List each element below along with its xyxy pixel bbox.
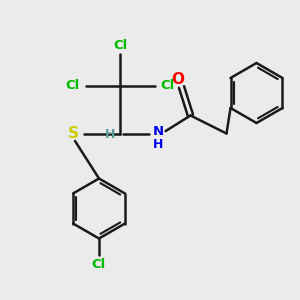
Text: Cl: Cl: [113, 39, 127, 52]
Text: Cl: Cl: [66, 79, 80, 92]
Text: S: S: [68, 126, 79, 141]
Text: N: N: [153, 124, 164, 138]
Text: H: H: [105, 128, 116, 142]
Text: Cl: Cl: [92, 257, 106, 271]
Text: H: H: [153, 138, 164, 152]
Text: Cl: Cl: [160, 79, 174, 92]
Text: O: O: [171, 72, 184, 87]
